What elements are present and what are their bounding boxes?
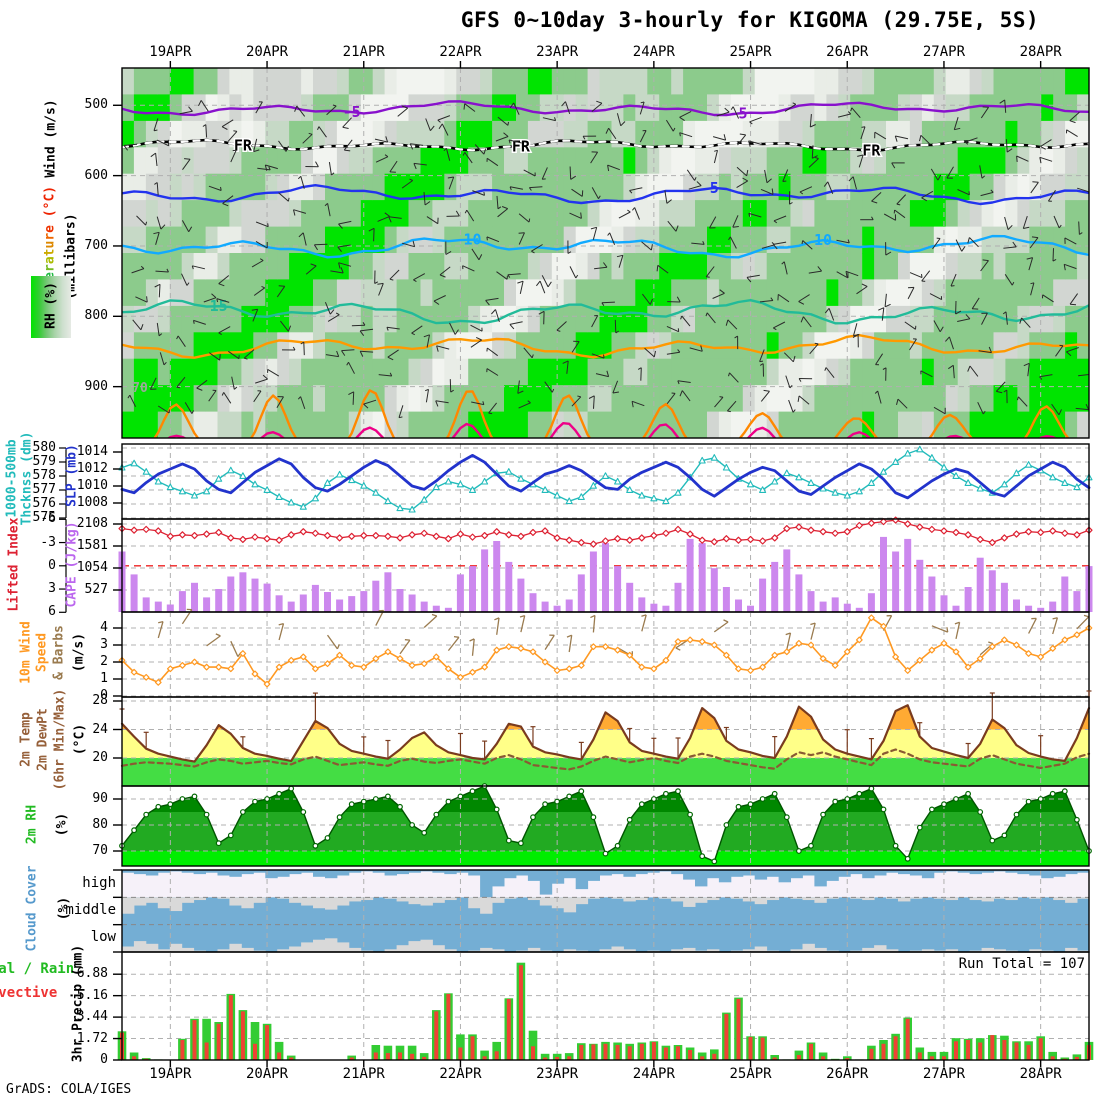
thickness-tick-label: 576 (32, 496, 56, 511)
date-label-top: 27APR (922, 44, 966, 60)
lifted-index-tick-label: -6 (40, 511, 56, 527)
thickness-tick-label: 577 (32, 482, 56, 497)
date-label-top: 24APR (632, 44, 675, 60)
temp-tick-label: 28 (92, 693, 108, 708)
svg-text:70: 70 (132, 381, 148, 396)
wind-tick-label: 1 (100, 671, 108, 686)
precip-tick-label: 1.72 (76, 1030, 108, 1046)
slp-tick-label: 1012 (76, 461, 108, 476)
precip-tick-label: 3.44 (76, 1009, 108, 1025)
rh-tick-label: 70 (92, 843, 108, 858)
precip-tick-label: 6.88 (76, 966, 108, 982)
date-label-top: 19APR (149, 44, 192, 60)
date-label-top: 26APR (826, 44, 869, 60)
grads-credit: GrADS: COLA/IGES (6, 1082, 132, 1097)
date-label-bottom: 24APR (632, 1066, 675, 1082)
pressure-tick-label: 900 (84, 378, 108, 394)
pressure-tick-label: 600 (84, 167, 108, 183)
legend-convective: Convective (0, 985, 58, 1001)
lifted-index-tick-label: 3 (48, 581, 56, 597)
date-label-bottom: 25APR (729, 1066, 772, 1082)
date-label-top: 21APR (342, 44, 385, 60)
precip-tick-label: 0 (100, 1052, 108, 1067)
legend-total-rain: Total / Rain (0, 961, 75, 977)
temp-tick-label: 24 (92, 721, 108, 737)
lifted-index-tick-label: 6 (48, 604, 56, 620)
svg-text:FR: FR (234, 136, 253, 154)
date-label-top: 20APR (245, 44, 289, 60)
svg-text:15: 15 (210, 297, 228, 315)
date-label-bottom: 26APR (826, 1066, 869, 1082)
svg-text:5: 5 (710, 179, 719, 197)
lifted-index-tick-label: 0 (48, 557, 56, 573)
run-total-text: Run Total = 107 (958, 956, 1085, 972)
temp-tick-label: 20 (92, 750, 108, 765)
wind-tick-label: 2 (100, 654, 108, 669)
thickness-tick-label: 580 (32, 440, 56, 455)
date-label-bottom: 27APR (922, 1066, 966, 1082)
precip-tick-label: 5.16 (76, 987, 108, 1003)
thickness-tick-label: 575 (32, 510, 56, 525)
axis-title-rh-legend: RH (%) (43, 282, 59, 329)
slp-tick-label: 1014 (76, 444, 108, 459)
date-label-bottom: 21APR (342, 1066, 385, 1082)
pressure-tick-label: 500 (84, 97, 108, 113)
cape-tick-label: 2108 (76, 516, 108, 531)
lifted-index-tick-label: -3 (40, 534, 56, 550)
date-label-bottom: 28APR (1019, 1066, 1062, 1082)
cape-tick-label: 527 (84, 582, 108, 597)
slp-tick-label: 1010 (76, 478, 108, 493)
svg-text:10: 10 (464, 231, 482, 249)
svg-text:FR: FR (512, 137, 531, 155)
cape-tick-label: 1054 (76, 560, 108, 575)
rh-shading-legend: RH (%) (31, 276, 71, 338)
slp-tick-label: 1008 (76, 495, 108, 510)
thickness-tick-label: 579 (32, 454, 56, 469)
date-label-top: 23APR (536, 44, 579, 60)
cloud-row-label: low (90, 929, 116, 946)
cloud-row-label: high (82, 874, 116, 891)
rh-tick-label: 80 (92, 817, 108, 832)
wind-tick-label: 4 (100, 620, 108, 635)
rh-tick-label: 90 (92, 791, 108, 806)
date-label-bottom: 22APR (439, 1066, 482, 1082)
cape-tick-label: 1581 (76, 538, 108, 553)
temperature-unit: (°C) (42, 185, 58, 226)
date-label-top: 25APR (729, 44, 772, 60)
wind-tick-label: 0 (100, 688, 108, 703)
thickness-tick-label: 578 (32, 468, 56, 483)
page-title: GFS 0~10day 3-hourly for KIGOMA (29.75E,… (460, 8, 1040, 32)
date-label-top: 28APR (1019, 44, 1062, 60)
svg-text:-5: -5 (343, 103, 361, 121)
date-label-bottom: 20APR (245, 1066, 289, 1082)
svg-text:-5: -5 (729, 104, 747, 122)
date-label-bottom: 19APR (149, 1066, 192, 1082)
pressure-tick-label: 700 (84, 237, 108, 253)
date-label-top: 22APR (439, 44, 482, 60)
svg-text:10: 10 (814, 231, 832, 249)
svg-text:FR: FR (862, 142, 881, 160)
wind-tick-label: 3 (100, 637, 108, 652)
pressure-tick-label: 800 (84, 308, 108, 324)
cloud-row-label: middle (65, 902, 116, 918)
date-label-bottom: 23APR (536, 1066, 579, 1082)
